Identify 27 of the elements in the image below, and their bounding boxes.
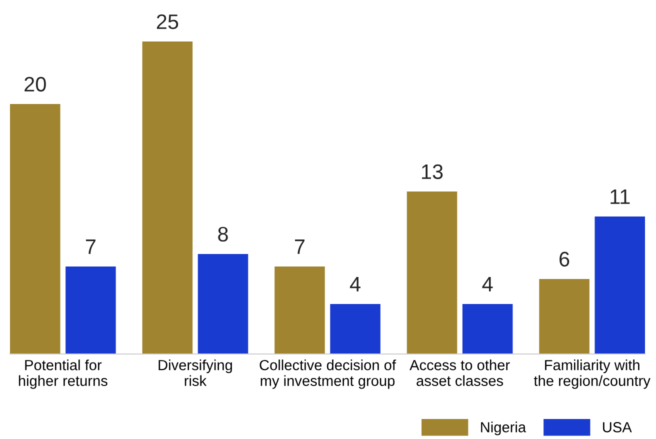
data-label: 6: [560, 252, 570, 267]
bar: [274, 266, 325, 354]
data-label: 4: [350, 277, 360, 292]
legend-label: USA: [603, 422, 632, 432]
bar: [330, 304, 380, 354]
data-label: 7: [294, 240, 304, 254]
bar: [462, 304, 513, 354]
bar: [406, 192, 458, 354]
bar: [66, 266, 116, 354]
data-label: 11: [610, 190, 630, 204]
bar: [539, 279, 590, 354]
x-tick-label: Diversifying risk: [158, 360, 232, 386]
bar: [594, 216, 645, 354]
bar: [142, 42, 193, 354]
bar: [198, 254, 248, 354]
x-tick-label: Potential for higher returns: [18, 360, 108, 389]
data-label: 8: [218, 226, 228, 242]
x-tick-label: Familiarity with the region/country: [534, 360, 650, 389]
legend-label: Nigeria: [481, 422, 526, 436]
bar: [10, 104, 60, 354]
x-tick-label: Collective decision of my investment group: [260, 360, 396, 389]
x-tick-label: Access to other asset classes: [410, 360, 510, 386]
data-label: 13: [422, 164, 443, 180]
data-label: 4: [482, 277, 493, 292]
data-label: 7: [86, 240, 96, 254]
data-label: 25: [156, 14, 178, 30]
data-label: 20: [24, 76, 46, 92]
